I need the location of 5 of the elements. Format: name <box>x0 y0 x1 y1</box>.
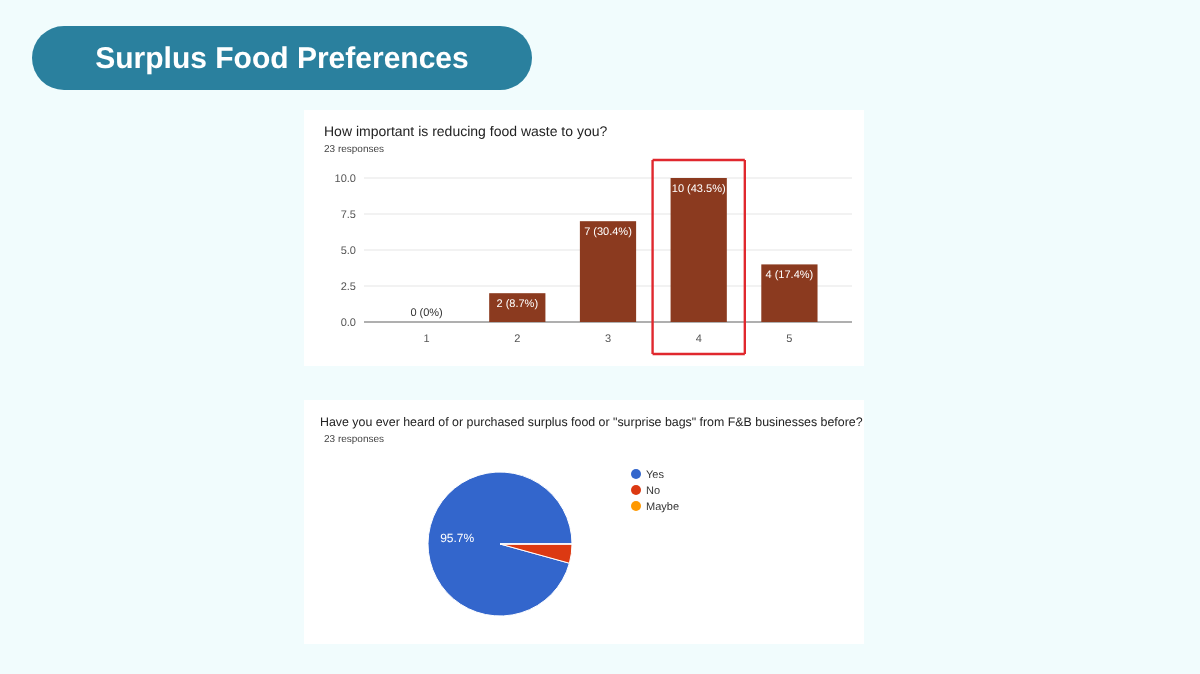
bar <box>670 178 727 322</box>
pie-slice <box>427 471 573 617</box>
bar <box>761 264 818 322</box>
bar <box>579 221 637 322</box>
chart-title: Surplus Food Preferences <box>95 42 469 76</box>
